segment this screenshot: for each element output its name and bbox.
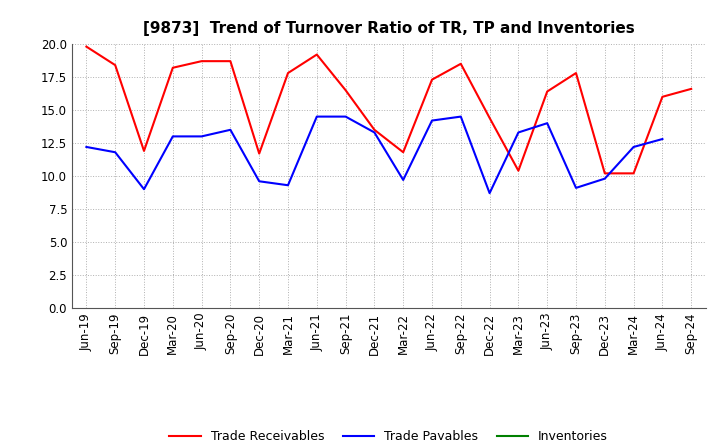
Trade Receivables (600, 171, 609, 176)
Trade Payables (82, 144, 91, 150)
Trade Receivables (197, 59, 206, 64)
Trade Receivables (687, 86, 696, 92)
Trade Payables (226, 127, 235, 132)
Trade Receivables (629, 171, 638, 176)
Trade Payables (284, 183, 292, 188)
Trade Receivables (399, 150, 408, 155)
Legend: Trade Receivables, Trade Payables, Inventories: Trade Receivables, Trade Payables, Inven… (164, 425, 613, 440)
Trade Payables (629, 144, 638, 150)
Trade Payables (456, 114, 465, 119)
Trade Receivables (514, 168, 523, 173)
Trade Receivables (485, 115, 494, 121)
Trade Receivables (140, 148, 148, 154)
Trade Receivables (341, 88, 350, 93)
Trade Payables (168, 134, 177, 139)
Trade Receivables (168, 65, 177, 70)
Trade Payables (485, 191, 494, 196)
Trade Payables (543, 121, 552, 126)
Trade Receivables (312, 52, 321, 57)
Trade Receivables (456, 61, 465, 66)
Line: Trade Payables: Trade Payables (86, 117, 662, 193)
Trade Payables (399, 177, 408, 183)
Trade Payables (658, 136, 667, 142)
Trade Payables (600, 176, 609, 181)
Trade Payables (197, 134, 206, 139)
Trade Receivables (658, 94, 667, 99)
Trade Receivables (543, 89, 552, 94)
Trade Payables (312, 114, 321, 119)
Trade Payables (572, 185, 580, 191)
Trade Receivables (428, 77, 436, 82)
Trade Payables (370, 130, 379, 135)
Title: [9873]  Trend of Turnover Ratio of TR, TP and Inventories: [9873] Trend of Turnover Ratio of TR, TP… (143, 21, 634, 36)
Trade Payables (140, 187, 148, 192)
Trade Payables (341, 114, 350, 119)
Trade Payables (111, 150, 120, 155)
Trade Payables (428, 118, 436, 123)
Trade Receivables (82, 44, 91, 49)
Line: Trade Receivables: Trade Receivables (86, 47, 691, 173)
Trade Receivables (284, 70, 292, 76)
Trade Receivables (226, 59, 235, 64)
Trade Payables (514, 130, 523, 135)
Trade Receivables (370, 127, 379, 132)
Trade Payables (255, 179, 264, 184)
Trade Receivables (111, 62, 120, 68)
Trade Receivables (572, 70, 580, 76)
Trade Receivables (255, 151, 264, 156)
